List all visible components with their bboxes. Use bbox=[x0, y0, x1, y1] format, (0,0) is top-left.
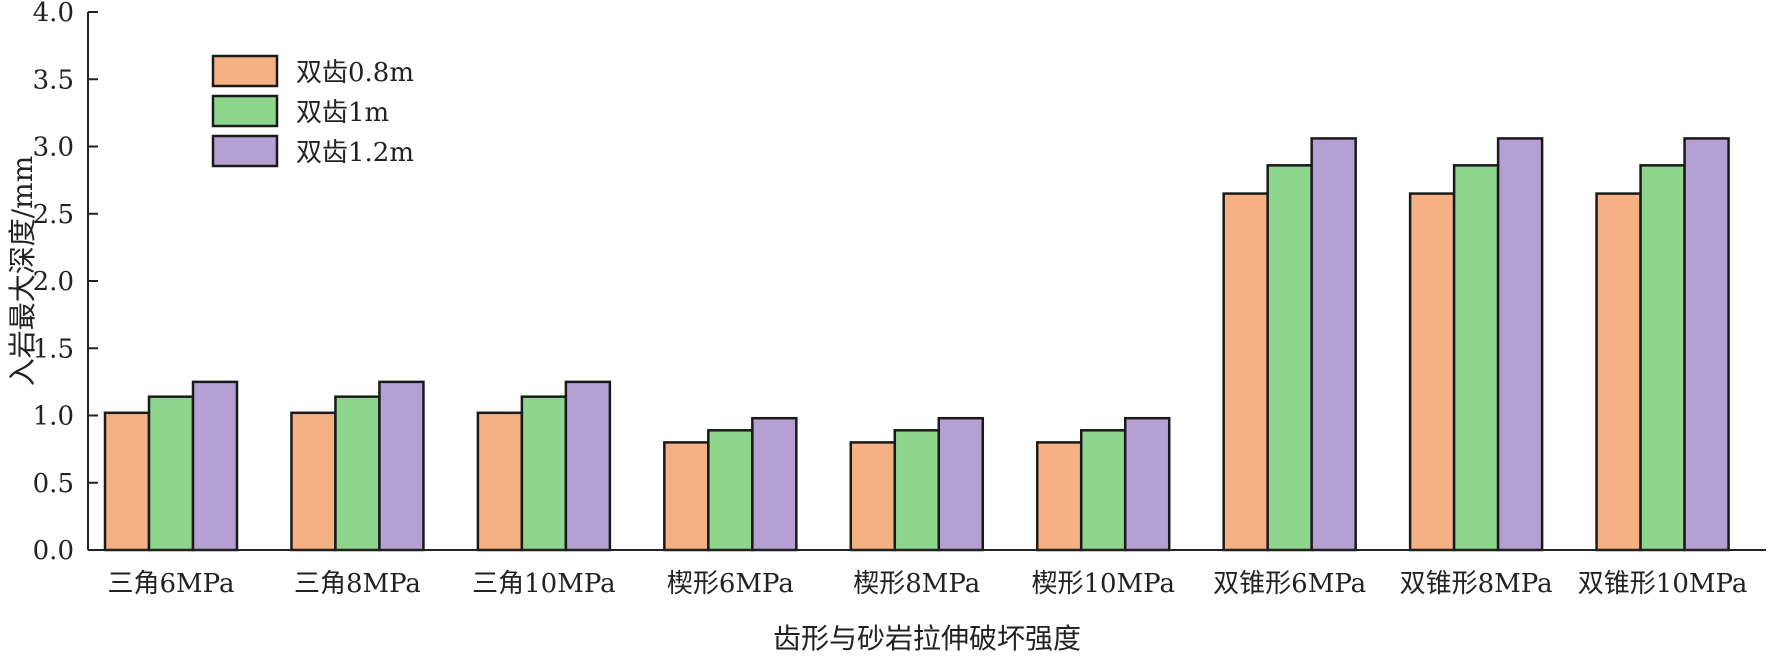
bar bbox=[378, 380, 425, 552]
legend-label: 双齿1.2m bbox=[296, 138, 414, 168]
bar bbox=[103, 411, 151, 552]
x-tick-label: 双锥形10MPa bbox=[1578, 569, 1748, 599]
bar bbox=[1595, 192, 1642, 552]
x-tick-label: 三角10MPa bbox=[472, 569, 616, 599]
bar bbox=[564, 380, 612, 552]
bar bbox=[334, 395, 381, 552]
bar bbox=[1452, 164, 1500, 552]
bar bbox=[1079, 429, 1127, 552]
bar bbox=[751, 416, 798, 552]
bar bbox=[147, 395, 195, 552]
bar bbox=[1683, 137, 1730, 552]
y-tick-label: 3.0 bbox=[33, 133, 74, 163]
bar bbox=[707, 429, 754, 552]
y-tick-label: 0.5 bbox=[33, 469, 74, 499]
bars-layer bbox=[103, 137, 1730, 552]
bar bbox=[1266, 164, 1313, 552]
bar bbox=[1639, 164, 1686, 552]
y-tick-label: 1.0 bbox=[33, 402, 74, 432]
x-tick-label: 楔形10MPa bbox=[1031, 569, 1175, 599]
y-tick-label: 2.0 bbox=[33, 267, 74, 297]
legend-swatch bbox=[211, 54, 279, 88]
y-axis-title: 入岩最大深度/mm bbox=[6, 156, 39, 387]
x-tick-label: 三角6MPa bbox=[108, 569, 235, 599]
x-tick-label: 三角8MPa bbox=[294, 569, 421, 599]
y-tick-label: 0.0 bbox=[33, 536, 74, 566]
y-tick-label: 1.5 bbox=[33, 334, 74, 364]
x-tick-label: 楔形8MPa bbox=[853, 569, 980, 599]
y-tick-label: 3.5 bbox=[33, 65, 74, 95]
legend: 双齿0.8m 双齿1m 双齿1.2m bbox=[211, 54, 414, 168]
bar bbox=[937, 416, 985, 552]
y-ticks: 0.0 0.5 1.0 1.5 2.0 2.5 3.0 3.5 4.0 bbox=[33, 0, 98, 566]
x-tick-label: 双锥形6MPa bbox=[1213, 569, 1366, 599]
bar bbox=[893, 429, 941, 552]
legend-swatch bbox=[211, 134, 279, 168]
bar bbox=[849, 441, 897, 552]
x-ticks: 三角6MPa 三角8MPa 三角10MPa 楔形6MPa 楔形8MPa 楔形10MPa 双锥… bbox=[108, 569, 1748, 599]
bar bbox=[1408, 192, 1456, 552]
bar bbox=[1222, 192, 1269, 552]
bar bbox=[1310, 137, 1357, 552]
legend-label: 双齿0.8m bbox=[296, 58, 414, 88]
x-tick-label: 双锥形8MPa bbox=[1400, 569, 1553, 599]
bar bbox=[663, 441, 710, 552]
bar bbox=[1123, 416, 1171, 552]
bar bbox=[1496, 137, 1544, 552]
bar bbox=[290, 411, 337, 552]
bar bbox=[191, 380, 239, 552]
bar bbox=[1035, 441, 1083, 552]
legend-swatch bbox=[211, 94, 279, 128]
y-tick-label: 2.5 bbox=[33, 200, 74, 230]
x-tick-label: 楔形6MPa bbox=[667, 569, 794, 599]
legend-label: 双齿1m bbox=[296, 98, 389, 128]
y-tick-label: 4.0 bbox=[33, 0, 74, 28]
x-axis-title: 齿形与砂岩拉伸破坏强度 bbox=[773, 622, 1081, 655]
bar bbox=[476, 411, 524, 552]
bar bbox=[520, 395, 568, 552]
